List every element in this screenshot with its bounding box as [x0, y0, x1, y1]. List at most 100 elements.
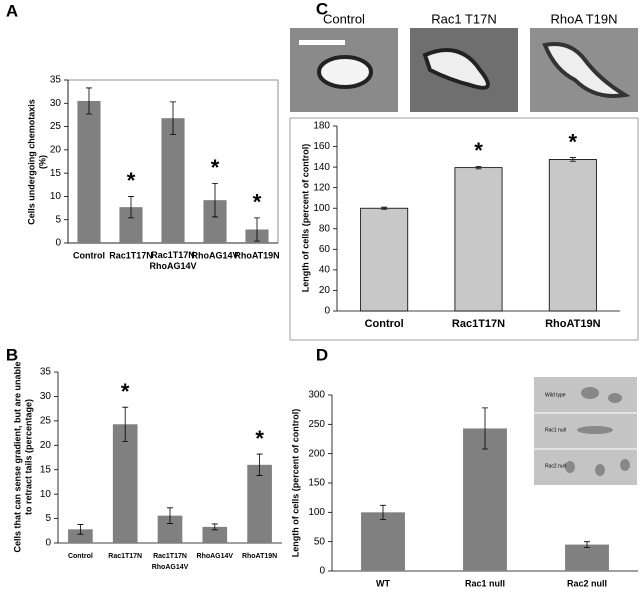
- error-bar: [256, 453, 263, 476]
- bar: [202, 526, 228, 543]
- image-label: Wild type: [545, 392, 566, 398]
- significance-marker: *: [121, 379, 130, 404]
- micrographs: [290, 28, 638, 485]
- x-tick-label: RhoAG14V: [197, 553, 234, 560]
- x-tick-label: Rac1 null: [465, 578, 505, 588]
- y-tick-label: 5: [55, 214, 61, 225]
- x-tick-label: RhoAT19N: [234, 250, 279, 260]
- x-tick-label: Rac1T17N RhoAG14V: [149, 250, 196, 271]
- scale-bar: [299, 40, 345, 45]
- y-axis-label: Cells undergoing chemotaxis(%): [27, 99, 48, 225]
- error-bar: [482, 407, 488, 450]
- y-tick-label: 200: [308, 448, 325, 459]
- y-tick-label: 25: [50, 121, 62, 132]
- panel-label: A: [6, 1, 18, 20]
- panel-c-frame: [289, 117, 639, 341]
- error-bar: [211, 523, 218, 531]
- cell: [620, 459, 630, 471]
- y-tick-label: 20: [40, 440, 52, 451]
- bar: [112, 424, 138, 543]
- y-tick-label: 20: [319, 285, 331, 296]
- x-tick-label: Rac2 null: [567, 578, 607, 588]
- y-tick-label: 10: [40, 489, 52, 500]
- bar: [548, 159, 597, 312]
- bar: [247, 464, 272, 543]
- image-label: Rac1 T17N: [431, 11, 497, 26]
- y-tick-label: 100: [308, 507, 325, 518]
- y-tick-label: 300: [308, 390, 325, 401]
- y-tick-label: 30: [50, 98, 62, 109]
- x-tick-label: Rac1T17N: [452, 318, 505, 330]
- image-label: RhoA T19N: [551, 11, 618, 26]
- y-tick-label: 40: [319, 265, 331, 276]
- cell: [608, 393, 622, 403]
- error-bar: [212, 182, 218, 218]
- error-bar: [122, 406, 129, 442]
- y-tick-label: 100: [313, 203, 330, 214]
- y-tick-label: 10: [50, 191, 62, 202]
- y-tick-label: 0: [55, 238, 61, 249]
- x-tick-label: RhoAG14V: [191, 250, 238, 260]
- cell: [422, 48, 490, 90]
- panel-label: C: [316, 0, 328, 18]
- x-tick-label: RhoAT19N: [545, 318, 600, 330]
- error-bar: [584, 541, 590, 548]
- x-tick-label: Rac1T17N: [108, 553, 142, 560]
- y-tick-label: 0: [319, 566, 325, 577]
- x-tick-label: WT: [376, 578, 390, 588]
- bar: [161, 118, 185, 243]
- y-tick-label: 140: [313, 162, 330, 173]
- error-bar: [381, 206, 388, 210]
- significance-marker: *: [255, 426, 264, 451]
- y-tick-label: 0: [324, 306, 330, 317]
- cell: [577, 426, 613, 434]
- cell: [317, 55, 373, 89]
- panel-label: B: [6, 345, 18, 364]
- error-bar: [254, 217, 260, 242]
- x-tick-label: Rac1T17N: [109, 250, 153, 260]
- y-tick-label: 80: [319, 223, 331, 234]
- y-tick-label: 50: [314, 536, 326, 547]
- y-tick-label: 120: [313, 182, 330, 193]
- cell: [595, 464, 605, 476]
- bar: [361, 512, 405, 571]
- y-axis-label: Length of cells (percent of control): [300, 144, 310, 293]
- error-bar: [86, 87, 92, 115]
- cell: [542, 42, 631, 98]
- x-tick-label: Control: [365, 318, 404, 330]
- significance-marker: *: [211, 155, 220, 180]
- error-bar: [380, 504, 386, 520]
- error-bar: [128, 196, 134, 219]
- significance-marker: *: [569, 129, 578, 154]
- x-tick-label: Control: [68, 553, 93, 560]
- y-tick-label: 15: [40, 464, 52, 475]
- error-bar: [170, 101, 176, 135]
- error-bar: [77, 524, 84, 535]
- y-tick-label: 25: [40, 415, 52, 426]
- y-tick-label: 15: [50, 168, 62, 179]
- bar: [203, 200, 227, 243]
- image-label: Control: [323, 11, 365, 26]
- y-tick-label: 180: [313, 121, 330, 132]
- x-tick-label: Rac1T17N RhoAG14V: [152, 553, 189, 571]
- bar: [119, 207, 143, 243]
- bar: [68, 529, 93, 543]
- y-tick-label: 250: [308, 419, 325, 430]
- bar: [454, 167, 503, 312]
- y-tick-label: 30: [40, 391, 52, 402]
- bar: [77, 100, 101, 243]
- error-bar: [569, 157, 576, 162]
- y-tick-label: 35: [50, 75, 62, 86]
- error-bar: [167, 507, 173, 524]
- bar: [463, 428, 507, 571]
- y-tick-label: 150: [308, 478, 325, 489]
- y-tick-label: 20: [50, 144, 62, 155]
- y-tick-label: 5: [45, 513, 51, 524]
- cell: [581, 387, 599, 399]
- image-label: Rac1 null: [545, 427, 566, 433]
- y-tick-label: 160: [313, 141, 330, 152]
- y-axis-label: Length of cells (percent of control): [290, 409, 300, 558]
- y-tick-label: 60: [319, 244, 331, 255]
- cell: [565, 461, 575, 473]
